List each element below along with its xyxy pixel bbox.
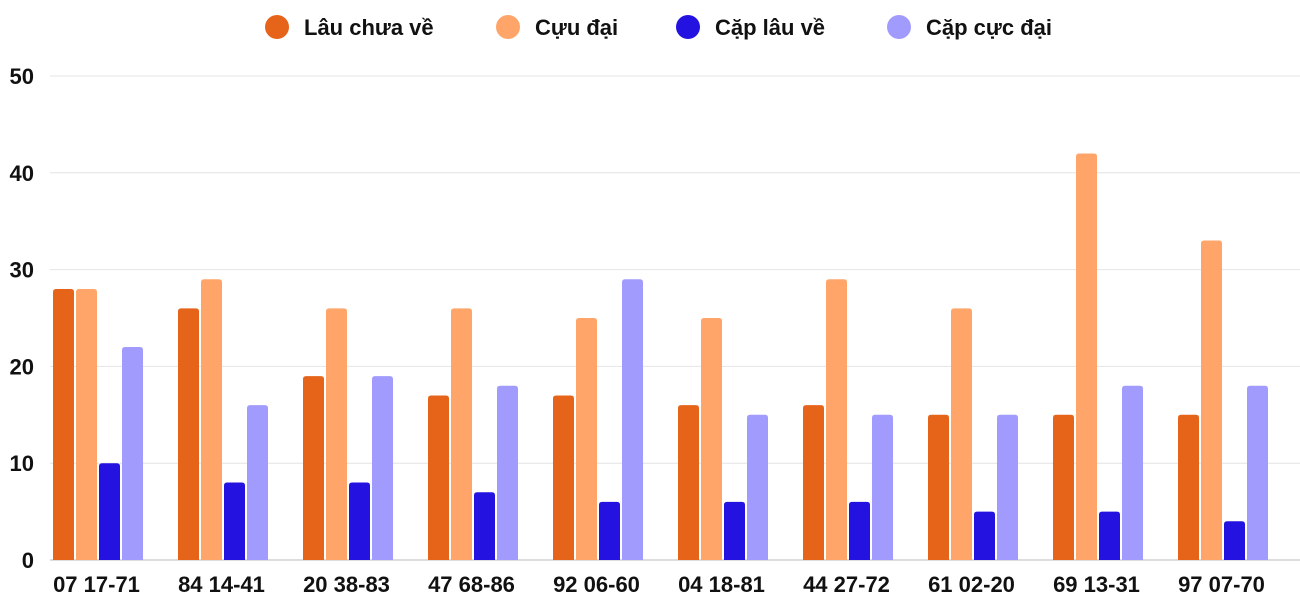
bar-1-5 <box>701 318 722 560</box>
legend-label: Lâu chưa về <box>304 15 434 40</box>
y-tick-label: 20 <box>10 354 34 379</box>
y-tick-label: 50 <box>10 64 34 89</box>
y-tick-label: 40 <box>10 161 34 186</box>
bar-3-3 <box>497 385 518 560</box>
bar-3-6 <box>872 414 893 560</box>
legend-label: Cặp lâu về <box>715 15 825 40</box>
legend-swatch-icon <box>496 15 520 39</box>
legend-item[interactable]: Lâu chưa về <box>265 15 434 40</box>
bar-0-0 <box>53 288 74 560</box>
bar-0-1 <box>178 308 199 560</box>
bar-1-9 <box>1201 240 1222 560</box>
bar-1-0 <box>76 288 97 560</box>
bar-1-1 <box>201 279 222 560</box>
bar-2-1 <box>224 482 245 560</box>
bar-2-4 <box>599 501 620 560</box>
bar-3-8 <box>1122 385 1143 560</box>
bar-3-4 <box>622 279 643 560</box>
bar-2-2 <box>349 482 370 560</box>
bar-2-0 <box>99 463 120 560</box>
bar-3-7 <box>997 414 1018 560</box>
legend-swatch-icon <box>887 15 911 39</box>
x-tick-label: 84 14-41 <box>178 572 265 597</box>
bar-2-9 <box>1224 521 1245 560</box>
bar-0-6 <box>803 405 824 560</box>
bar-1-7 <box>951 308 972 560</box>
bar-3-5 <box>747 414 768 560</box>
bar-3-9 <box>1247 385 1268 560</box>
bar-1-2 <box>326 308 347 560</box>
legend-label: Cựu đại <box>535 15 618 40</box>
legend-swatch-icon <box>265 15 289 39</box>
bar-3-1 <box>247 405 268 560</box>
x-tick-label: 61 02-20 <box>928 572 1015 597</box>
bar-0-9 <box>1178 414 1199 560</box>
legend-swatch-icon <box>676 15 700 39</box>
x-axis: 07 17-71 84 14-41 20 38-83 47 68-86 92 06-60… <box>53 572 1265 597</box>
bar-0-7 <box>928 414 949 560</box>
bar-2-8 <box>1099 511 1120 560</box>
legend-item[interactable]: Cặp lâu về <box>676 15 825 40</box>
bar-1-3 <box>451 308 472 560</box>
bar-0-4 <box>553 395 574 560</box>
bar-1-4 <box>576 318 597 560</box>
y-tick-label: 10 <box>10 451 34 476</box>
bars <box>53 153 1268 560</box>
bar-2-7 <box>974 511 995 560</box>
bar-2-5 <box>724 501 745 560</box>
bar-0-3 <box>428 395 449 560</box>
x-tick-label: 04 18-81 <box>678 572 765 597</box>
bar-0-8 <box>1053 414 1074 560</box>
x-tick-label: 69 13-31 <box>1053 572 1140 597</box>
x-tick-label: 92 06-60 <box>553 572 640 597</box>
legend-label: Cặp cực đại <box>926 15 1052 40</box>
legend: Lâu chưa về Cựu đại Cặp lâu về Cặp cực đại <box>265 15 1052 40</box>
y-tick-label: 30 <box>10 258 34 283</box>
y-tick-label: 0 <box>22 548 34 573</box>
y-axis: 0 10 20 30 40 50 <box>10 64 34 573</box>
x-tick-label: 97 07-70 <box>1178 572 1265 597</box>
bar-3-0 <box>122 347 143 560</box>
legend-item[interactable]: Cựu đại <box>496 15 618 40</box>
bar-1-8 <box>1076 153 1097 560</box>
x-tick-label: 47 68-86 <box>428 572 515 597</box>
bar-3-2 <box>372 376 393 560</box>
x-tick-label: 44 27-72 <box>803 572 890 597</box>
legend-item[interactable]: Cặp cực đại <box>887 15 1052 40</box>
x-tick-label: 07 17-71 <box>53 572 140 597</box>
bar-0-2 <box>303 376 324 560</box>
bar-1-6 <box>826 279 847 560</box>
bar-2-3 <box>474 492 495 560</box>
x-tick-label: 20 38-83 <box>303 572 390 597</box>
bar-2-6 <box>849 501 870 560</box>
bar-0-5 <box>678 405 699 560</box>
